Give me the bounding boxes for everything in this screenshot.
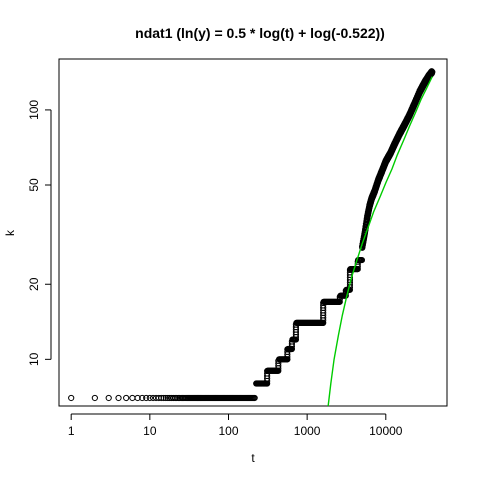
data-point bbox=[160, 394, 167, 402]
data-point bbox=[68, 394, 75, 402]
x-axis: 1 10 100 1000 10000 bbox=[68, 413, 403, 438]
data-point bbox=[146, 394, 153, 402]
x-tick-label: 100 bbox=[218, 424, 238, 438]
data-point bbox=[429, 68, 436, 76]
data-point bbox=[158, 394, 165, 402]
x-tick-label: 10 bbox=[143, 424, 157, 438]
data-point bbox=[129, 394, 136, 402]
data-point bbox=[143, 394, 150, 402]
y-tick-label: 50 bbox=[27, 178, 41, 192]
y-axis-label: k bbox=[3, 229, 17, 236]
data-point bbox=[251, 394, 258, 402]
data-point bbox=[358, 256, 366, 264]
y-axis: 10 20 50 100 bbox=[27, 100, 52, 366]
fit-curve bbox=[327, 76, 433, 407]
data-point bbox=[139, 394, 146, 402]
data-point bbox=[91, 394, 98, 402]
x-tick-label: 1 bbox=[68, 424, 75, 438]
plot-frame bbox=[58, 58, 448, 407]
data-point bbox=[123, 394, 130, 402]
data-point bbox=[115, 394, 122, 402]
y-tick-label: 20 bbox=[27, 277, 41, 291]
y-tick-label: 10 bbox=[27, 352, 41, 366]
y-tick-label: 100 bbox=[27, 100, 41, 120]
data-point bbox=[105, 394, 112, 402]
data-point bbox=[134, 394, 141, 402]
data-point bbox=[162, 394, 169, 402]
x-tick-label: 10000 bbox=[369, 424, 403, 438]
chart-title: ndat1 (ln(y) = 0.5 * log(t) + log(-0.522… bbox=[135, 25, 385, 41]
data-point bbox=[149, 394, 157, 402]
data-points bbox=[68, 68, 436, 402]
fit-curve-layer bbox=[327, 76, 433, 407]
x-tick-label: 1000 bbox=[294, 424, 321, 438]
x-axis-label: t bbox=[251, 451, 255, 465]
